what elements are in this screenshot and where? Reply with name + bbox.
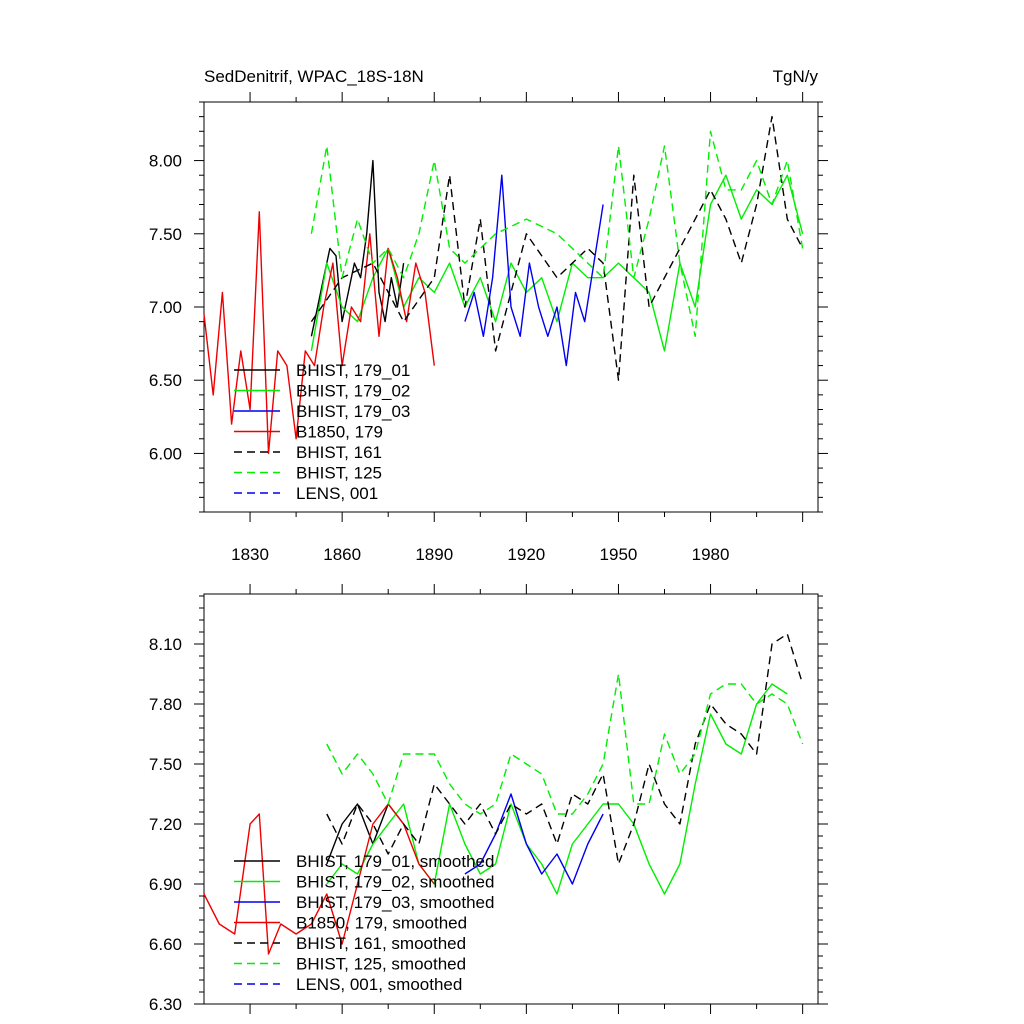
panel2-y-tick-label: 7.20 — [149, 815, 182, 834]
panel1-y-tick-label: 7.00 — [149, 298, 182, 317]
panel1-series-line-2 — [464, 174, 604, 367]
panel2-legend-label-3: B1850, 179, smoothed — [296, 914, 467, 933]
panel2-legend-label-6: LENS, 001, smoothed — [296, 975, 462, 994]
panel1-legend-label-4: BHIST, 161 — [296, 443, 382, 462]
panel1-y-tick-label: 6.00 — [149, 444, 182, 463]
panel2-legend-label-4: BHIST, 161, smoothed — [296, 934, 466, 953]
panel1-x-tick-label: 1860 — [323, 545, 361, 564]
panel2-series-line-5 — [326, 673, 804, 815]
panel1-x-tick-label: 1920 — [507, 545, 545, 564]
panel2-legend-label-5: BHIST, 125, smoothed — [296, 955, 466, 974]
panel2-plot-frame — [203, 593, 819, 1005]
panel1-units-label: TgN/y — [773, 67, 819, 86]
panel1-legend-label-5: BHIST, 125 — [296, 464, 382, 483]
panel1-legend-label-2: BHIST, 179_03 — [296, 402, 410, 421]
panel2-y-tick-label: 7.50 — [149, 755, 182, 774]
panel1-y-tick-label: 8.00 — [149, 152, 182, 171]
panel1-x-tick-label: 1980 — [692, 545, 730, 564]
panel1-x-tick-label: 1950 — [600, 545, 638, 564]
panel2-y-tick-label: 8.10 — [149, 635, 182, 654]
panel2-y-tick-label: 6.90 — [149, 875, 182, 894]
panel2-y-tick-label: 6.30 — [149, 995, 182, 1014]
panel1-series-line-1 — [310, 174, 804, 352]
panel2-series-line-4 — [326, 633, 804, 865]
panel1-title: SedDenitrif, WPAC_18S-18N — [204, 67, 424, 86]
panel1-series-line-3 — [203, 211, 435, 455]
panel1-series-line-4 — [310, 115, 804, 381]
panel2-legend-label-0: BHIST, 179_01, smoothed — [296, 852, 494, 871]
panel2-legend-label-1: BHIST, 179_02, smoothed — [296, 873, 494, 892]
panel1-legend-label-0: BHIST, 179_01 — [296, 361, 410, 380]
panel1-y-tick-label: 7.50 — [149, 225, 182, 244]
panel1-x-tick-label: 1830 — [231, 545, 269, 564]
panel1-legend-label-6: LENS, 001 — [296, 484, 378, 503]
panel1-x-tick-label: 1890 — [415, 545, 453, 564]
panel1-legend-label-1: BHIST, 179_02 — [296, 382, 410, 401]
panel1-series-line-0 — [310, 159, 405, 337]
panel2-legend-label-2: BHIST, 179_03, smoothed — [296, 893, 494, 912]
panel1-legend-label-3: B1850, 179 — [296, 423, 383, 442]
panel2-series-line-1 — [326, 683, 788, 895]
panel2-y-tick-label: 6.60 — [149, 935, 182, 954]
panel1-series-line-5 — [310, 130, 804, 337]
panel2-series-line-2 — [464, 793, 604, 885]
panel2-y-tick-label: 7.80 — [149, 695, 182, 714]
panel1-y-tick-label: 6.50 — [149, 371, 182, 390]
